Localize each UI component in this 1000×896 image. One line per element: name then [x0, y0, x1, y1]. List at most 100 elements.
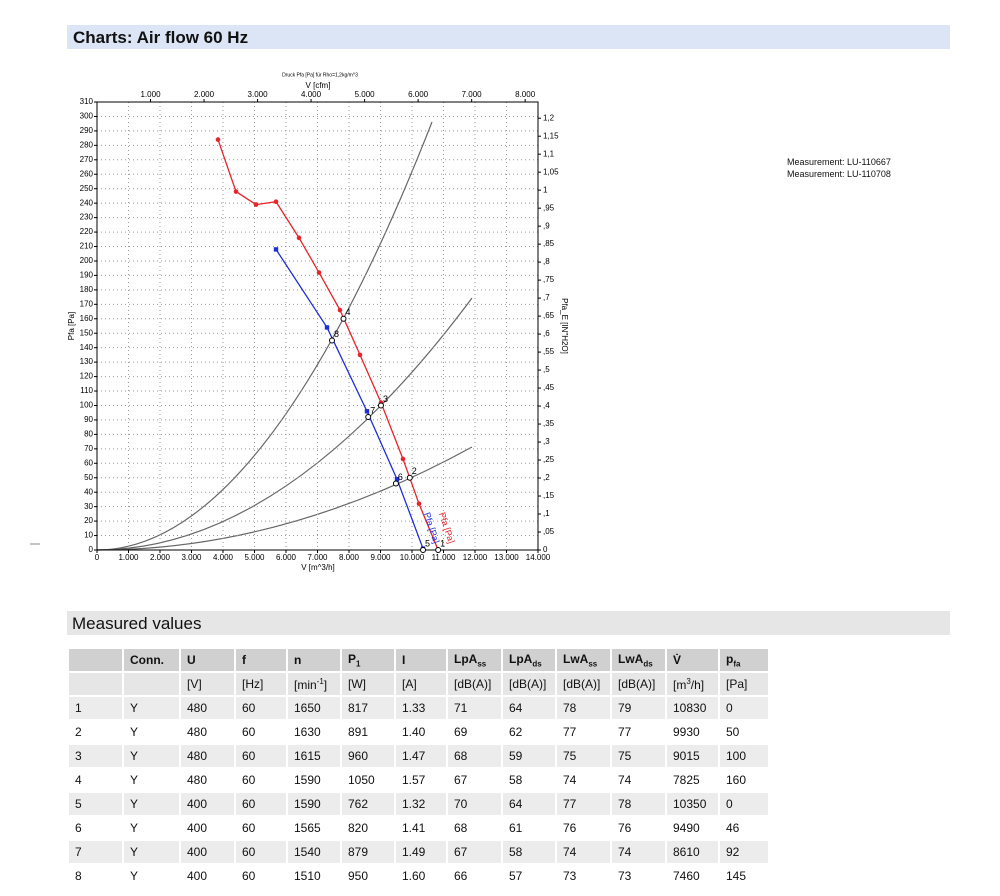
- y2-tick-label: ,7: [543, 293, 550, 302]
- cell-text: ss: [588, 659, 598, 669]
- table-cell: Conn.: [122, 647, 181, 673]
- table-cell: [67, 671, 124, 697]
- measurement-list: Measurement: LU-110667 Measurement: LU-1…: [787, 156, 891, 180]
- measurement: Measurement: LU-110667: [787, 157, 891, 167]
- table-cell: 400: [179, 863, 236, 889]
- cell-text: p: [726, 651, 734, 666]
- y-axis-title: Pfa [Pa]: [67, 312, 76, 340]
- point: [324, 325, 330, 330]
- table-row: 5 Y 400 60 1590 762 1.32 70 64 77 78 10350 0: [67, 791, 770, 817]
- table-cell: 71: [446, 695, 503, 721]
- point: [416, 501, 422, 507]
- table-cell: 79: [610, 695, 667, 721]
- table-cell: 0: [718, 695, 770, 721]
- x-tick-label: 6.000: [276, 553, 297, 562]
- table-cell: 67: [446, 767, 503, 793]
- table-cell: 480: [179, 743, 236, 769]
- x-tick-label: 1.000: [118, 553, 139, 562]
- operating-point: [377, 402, 384, 409]
- table-cell: 78: [555, 695, 612, 721]
- table-cell: 817: [340, 695, 396, 721]
- table-cell: 60: [234, 743, 288, 769]
- cell-text: -1: [316, 676, 324, 686]
- x-axis-title: V [m^3/h]: [301, 563, 335, 572]
- y2-tick-label: ,15: [543, 491, 555, 500]
- table-cell: 5: [67, 791, 124, 817]
- table-cell: 9930: [665, 719, 720, 745]
- operating-point: [365, 414, 372, 421]
- y-tick-label: 20: [84, 516, 93, 525]
- cell-text: ds: [643, 659, 653, 669]
- table-cell: 879: [340, 839, 396, 865]
- y-tick-label: 280: [80, 140, 94, 149]
- y-tick-label: 150: [80, 328, 94, 337]
- table-cell: 74: [555, 767, 612, 793]
- x2-tick-label: 4.000: [301, 90, 322, 99]
- y2-tick-label: 1,05: [543, 167, 559, 176]
- y-tick-label: 70: [84, 444, 93, 453]
- table-row: 3 Y 480 60 1615 960 1.47 68 59 75 75 9015 100: [67, 743, 770, 769]
- system-curve: [96, 446, 473, 551]
- operating-point-label: 6: [398, 472, 403, 482]
- table-cell: 100: [718, 743, 770, 769]
- table-cell: 77: [555, 791, 612, 817]
- y-tick-label: 310: [80, 97, 94, 106]
- x-tick-label: 0: [95, 553, 100, 562]
- y-tick-label: 200: [80, 256, 94, 265]
- table-cell: 9015: [665, 743, 720, 769]
- table-cell: 57: [501, 863, 557, 889]
- table-cell: 60: [234, 695, 288, 721]
- cell-text: /h]: [690, 677, 705, 692]
- table-row: 2 Y 480 60 1630 891 1.40 69 62 77 77 9930 50: [67, 719, 770, 745]
- table-cell: 2: [67, 719, 124, 745]
- y2-tick-label: 1,15: [543, 131, 559, 140]
- y-tick-label: 240: [80, 198, 94, 207]
- table-cell: Y: [122, 815, 181, 841]
- table-cell: 60: [234, 791, 288, 817]
- system-curves: [96, 121, 473, 551]
- y-tick-label: 140: [80, 343, 94, 352]
- x-tick-label: 2.000: [150, 553, 171, 562]
- operating-point: [392, 480, 399, 487]
- cell-text: 1: [356, 659, 361, 669]
- y2-tick-label: ,35: [543, 419, 555, 428]
- operating-point: [328, 337, 335, 344]
- point: [400, 456, 406, 462]
- x2-tick-label: 3.000: [248, 90, 269, 99]
- table-cell: pfa: [718, 647, 770, 673]
- table-cell: 1650: [286, 695, 342, 721]
- table-cell: 145: [718, 863, 770, 889]
- table-cell: 74: [610, 839, 667, 865]
- point: [364, 409, 370, 414]
- table-cell: 77: [610, 719, 667, 745]
- table-cell: n: [286, 647, 342, 673]
- table-cell: 1.60: [394, 863, 448, 889]
- table-cell: LwAds: [610, 647, 667, 673]
- operating-point-label: 8: [334, 329, 339, 339]
- table-cell: 61: [501, 815, 557, 841]
- table-cell: 960: [340, 743, 396, 769]
- table-cell: 46: [718, 815, 770, 841]
- cell-text: 3: [686, 676, 691, 686]
- table-cell: 4: [67, 767, 124, 793]
- table-cell: 1565: [286, 815, 342, 841]
- table-cell: 400: [179, 815, 236, 841]
- table-cell: [dB(A)]: [446, 671, 503, 697]
- table-cell: 9490: [665, 815, 720, 841]
- cell-text: LpA: [509, 651, 533, 666]
- y-tick-label: 230: [80, 213, 94, 222]
- header-title: Charts: Air flow 60 Hz: [73, 28, 249, 47]
- table-cell: 76: [555, 815, 612, 841]
- table-cell: 1050: [340, 767, 396, 793]
- x2-tick-label: 6.000: [408, 90, 429, 99]
- table-cell: LpAds: [501, 647, 557, 673]
- plot-frame: [96, 101, 539, 551]
- table-cell: 1615: [286, 743, 342, 769]
- table-row: 1 Y 480 60 1650 817 1.33 71 64 78 79 10830 0: [67, 695, 770, 721]
- x2-axis-title: V [cfm]: [306, 81, 331, 90]
- table-units-row: [V] [Hz] [min-1] [W] [A] [dB(A)] [dB(A)] [dB(A)…: [67, 671, 770, 697]
- table-row: 6 Y 400 60 1565 820 1.41 68 61 76 76 9490 46: [67, 815, 770, 841]
